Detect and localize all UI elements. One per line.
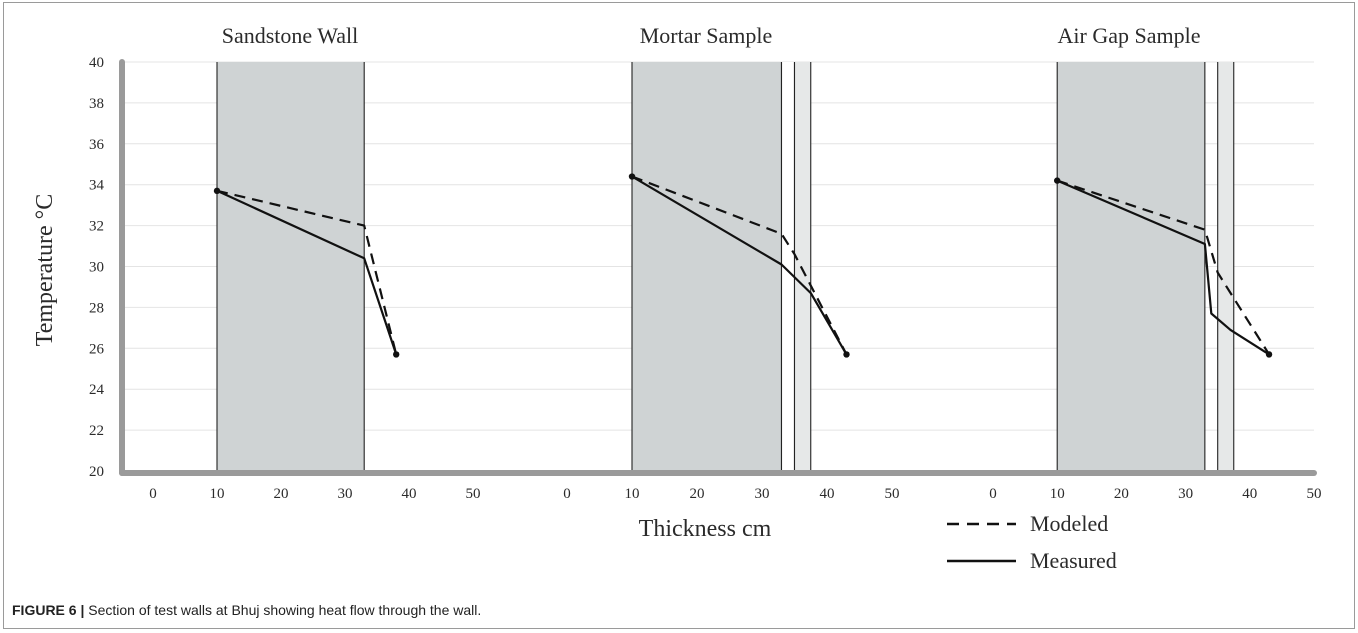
series — [213, 173, 1273, 358]
wall-layers — [216, 62, 1235, 471]
panel-title: Air Gap Sample — [1058, 23, 1201, 48]
layer-wall — [1057, 62, 1205, 471]
layer-gap — [794, 62, 811, 471]
legend-measured-label: Measured — [1030, 548, 1117, 573]
layer-mortar — [781, 62, 795, 471]
x-tick-label: 50 — [885, 486, 900, 502]
series-end-point — [843, 351, 850, 358]
x-tick-label: 40 — [820, 486, 835, 502]
series-start-point — [628, 173, 636, 180]
x-tick-label: 40 — [1242, 486, 1257, 502]
series-end-point — [393, 351, 400, 358]
series-line-measured — [631, 175, 848, 355]
caption-label: FIGURE 6 | — [12, 602, 85, 618]
series-line-modeled — [216, 189, 398, 355]
x-tick-label: 30 — [1178, 486, 1193, 502]
x-tick-label: 0 — [149, 486, 157, 502]
x-tick-label: 0 — [989, 486, 997, 502]
y-tick-label: 20 — [89, 464, 104, 480]
y-tick-label: 30 — [89, 260, 104, 276]
x-tick-label: 20 — [274, 486, 289, 502]
y-tick-label: 22 — [89, 423, 104, 439]
series-line-measured — [1056, 179, 1270, 356]
series-line-measured — [216, 189, 398, 355]
series-start-point — [213, 187, 221, 195]
x-tick-label: 10 — [1050, 486, 1065, 502]
y-tick-label: 38 — [89, 96, 104, 112]
panel-title: Mortar Sample — [640, 23, 773, 48]
panel-titles: Sandstone Wall Mortar Sample Air Gap Sampl… — [222, 23, 1201, 48]
chart: 20 22 24 26 28 30 32 34 36 38 40 0 10 20 30 40 50 0 10 20 30… — [32, 23, 1322, 573]
x-tick-label: 50 — [466, 486, 481, 502]
layer-gap — [1217, 62, 1234, 471]
y-tick-label: 34 — [89, 178, 105, 194]
legend-modeled-label: Modeled — [1030, 511, 1108, 536]
panel-title: Sandstone Wall — [222, 23, 359, 48]
axes — [119, 59, 1317, 476]
series-line-modeled — [1056, 179, 1271, 355]
figure-caption: FIGURE 6 | Section of test walls at Bhuj… — [12, 602, 481, 618]
x-tick-label: 30 — [338, 486, 353, 502]
tick-labels: 20 22 24 26 28 30 32 34 36 38 40 0 10 20 30 40 50 0 10 20 30… — [89, 55, 1322, 502]
layer-wall — [632, 62, 782, 471]
x-tick-label: 10 — [210, 486, 225, 502]
layer-wall — [217, 62, 365, 471]
x-tick-label: 0 — [563, 486, 571, 502]
y-tick-label: 36 — [89, 137, 105, 153]
x-axis-label: Thickness cm — [639, 516, 772, 542]
y-axis-label: Temperature °C — [32, 194, 58, 347]
legend: Modeled Measured — [947, 511, 1117, 573]
y-tick-label: 40 — [89, 55, 104, 71]
x-tick-label: 50 — [1307, 486, 1322, 502]
x-tick-label: 30 — [755, 486, 770, 502]
y-tick-label: 32 — [89, 219, 104, 235]
x-tick-label: 40 — [402, 486, 417, 502]
caption-text: Section of test walls at Bhuj showing he… — [84, 602, 482, 618]
y-tick-label: 28 — [89, 300, 104, 316]
y-tick-label: 26 — [89, 341, 105, 357]
series-start-point — [1054, 177, 1061, 184]
x-tick-label: 10 — [625, 486, 640, 502]
x-tick-label: 20 — [1114, 486, 1129, 502]
series-line-modeled — [631, 175, 848, 355]
series-end-point — [1265, 351, 1273, 358]
x-tick-label: 20 — [690, 486, 705, 502]
y-tick-label: 24 — [89, 382, 105, 398]
